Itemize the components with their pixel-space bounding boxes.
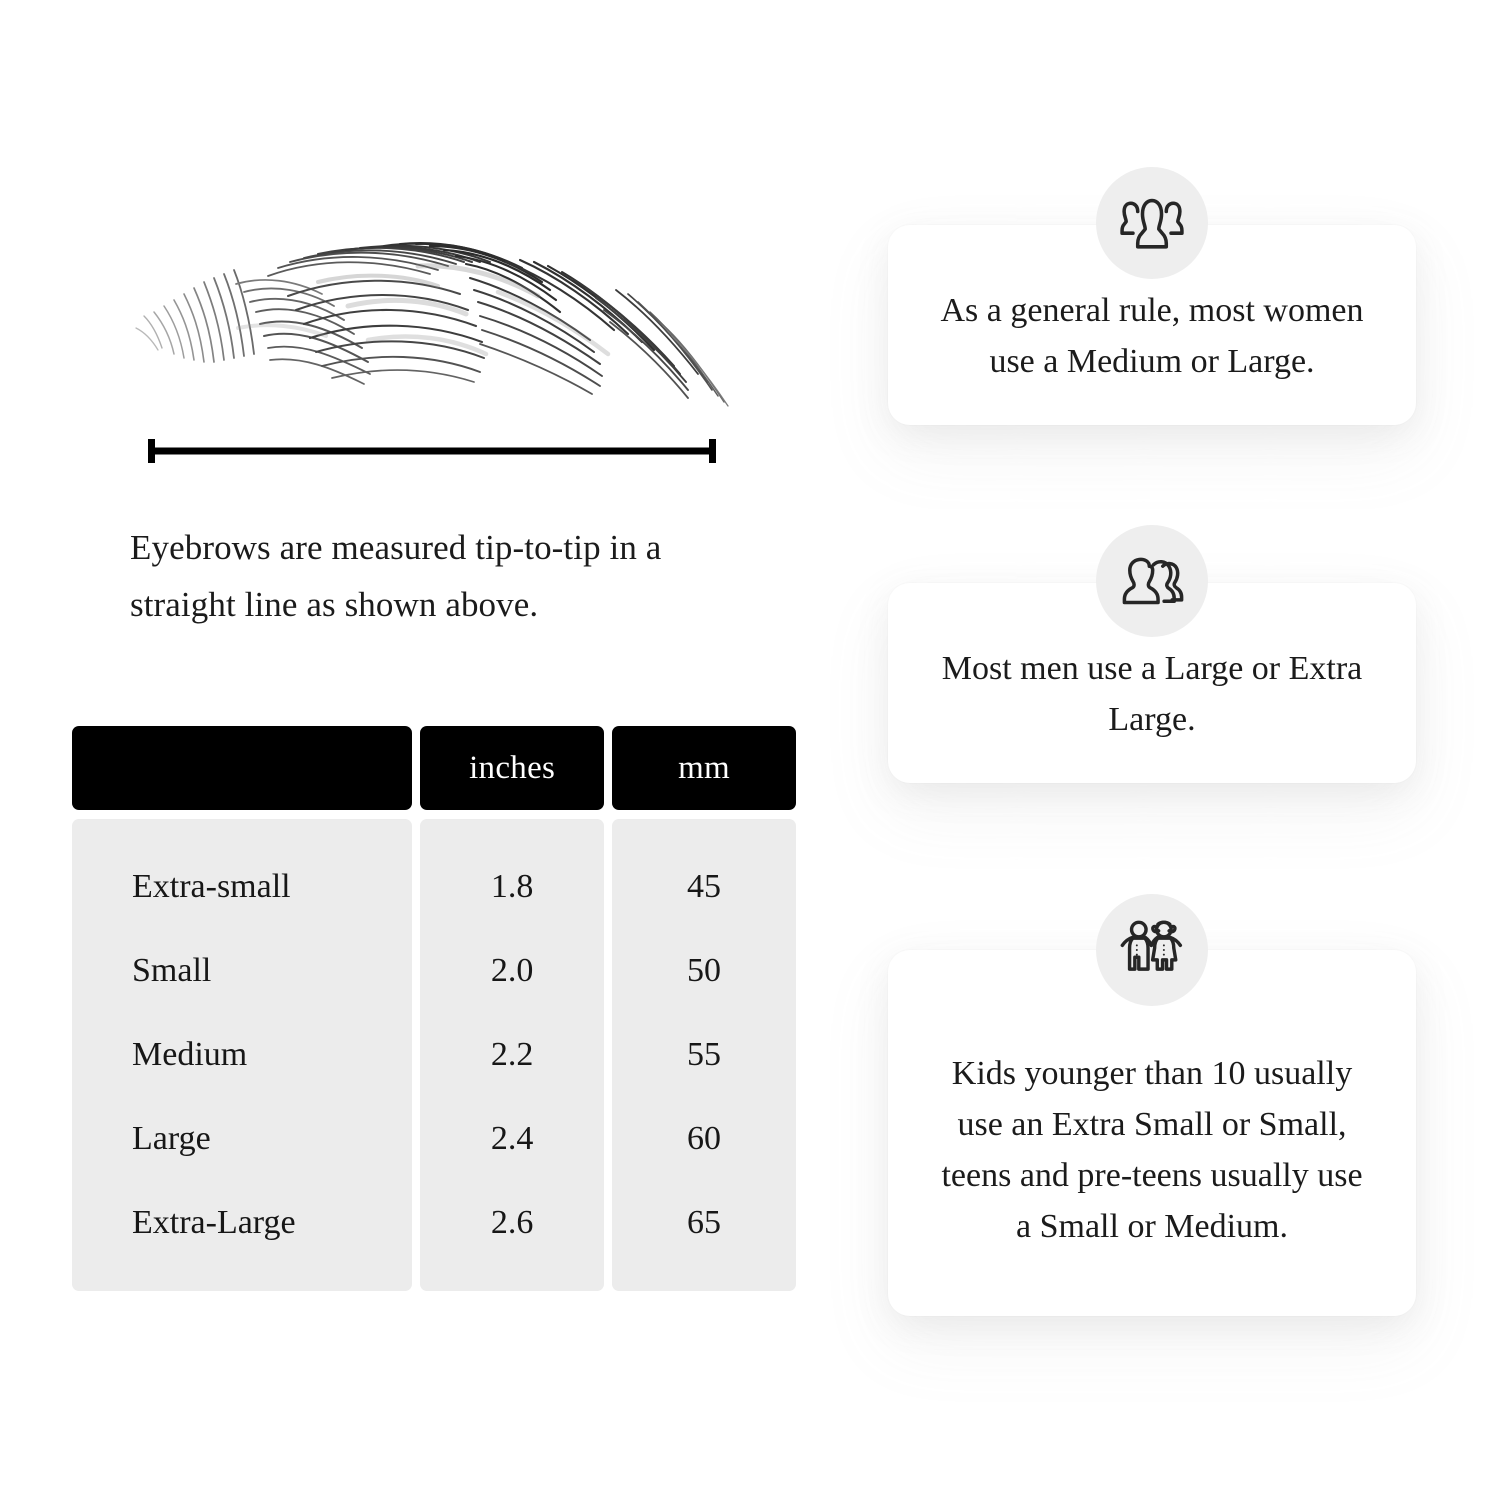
table-cell: 55 <box>687 1036 722 1073</box>
measurement-caption: Eyebrows are measured tip-to-tip in a st… <box>130 528 662 624</box>
card-text: Most men use a Large or Extra Large. <box>941 650 1363 738</box>
two-kids-icon <box>1096 894 1208 1006</box>
table-cell: 60 <box>687 1120 722 1157</box>
group-of-women-icon <box>1096 167 1208 279</box>
measurement-bar-icon <box>148 438 716 464</box>
table-header-row: inches mm <box>72 726 796 810</box>
eyebrow-illustration <box>118 232 748 422</box>
table-header-mm: mm <box>612 726 796 810</box>
table-row: Small <box>132 952 212 989</box>
table-row: Extra-small <box>132 868 291 905</box>
group-of-men-icon <box>1096 525 1208 637</box>
table-header-inches: inches <box>420 726 605 810</box>
table-cell: 1.8 <box>490 868 534 905</box>
table-cell: 45 <box>687 868 722 905</box>
table-row: Extra-Large <box>132 1204 296 1241</box>
table-body: Extra-small Small Medium Large Extra-Lar… <box>72 819 796 1291</box>
table-column-size: Extra-small Small Medium Large Extra-Lar… <box>72 819 413 1291</box>
table-column-mm: 45 50 55 60 65 <box>612 819 796 1291</box>
table-cell: 2.0 <box>490 952 534 989</box>
table-cell: 2.4 <box>490 1120 534 1157</box>
table-row: Large <box>132 1120 211 1157</box>
table-row: Medium <box>132 1036 248 1073</box>
card-text: Kids younger than 10 usually use an Extr… <box>941 1055 1363 1245</box>
card-men: Most men use a Large or Extra Large. <box>888 525 1416 783</box>
table-header-size <box>72 726 413 810</box>
card-body: Kids younger than 10 usually use an Extr… <box>888 950 1416 1316</box>
card-women: As a general rule, most women use a Medi… <box>888 167 1416 425</box>
card-kids: Kids younger than 10 usually use an Extr… <box>888 894 1416 1316</box>
table-column-inches: 1.8 2.0 2.2 2.4 2.6 <box>420 819 605 1291</box>
measurement-section: Eyebrows are measured tip-to-tip in a st… <box>72 232 796 1291</box>
table-cell: 65 <box>687 1204 722 1241</box>
card-text: As a general rule, most women use a Medi… <box>940 292 1364 380</box>
table-cell: 2.6 <box>490 1204 534 1241</box>
guidance-cards: As a general rule, most women use a Medi… <box>880 0 1500 1500</box>
size-chart-table: inches mm Extra-small Small Medium Large… <box>72 726 796 1291</box>
table-cell: 2.2 <box>490 1036 534 1073</box>
table-cell: 50 <box>687 952 722 989</box>
card-body: Most men use a Large or Extra Large. <box>888 583 1416 783</box>
